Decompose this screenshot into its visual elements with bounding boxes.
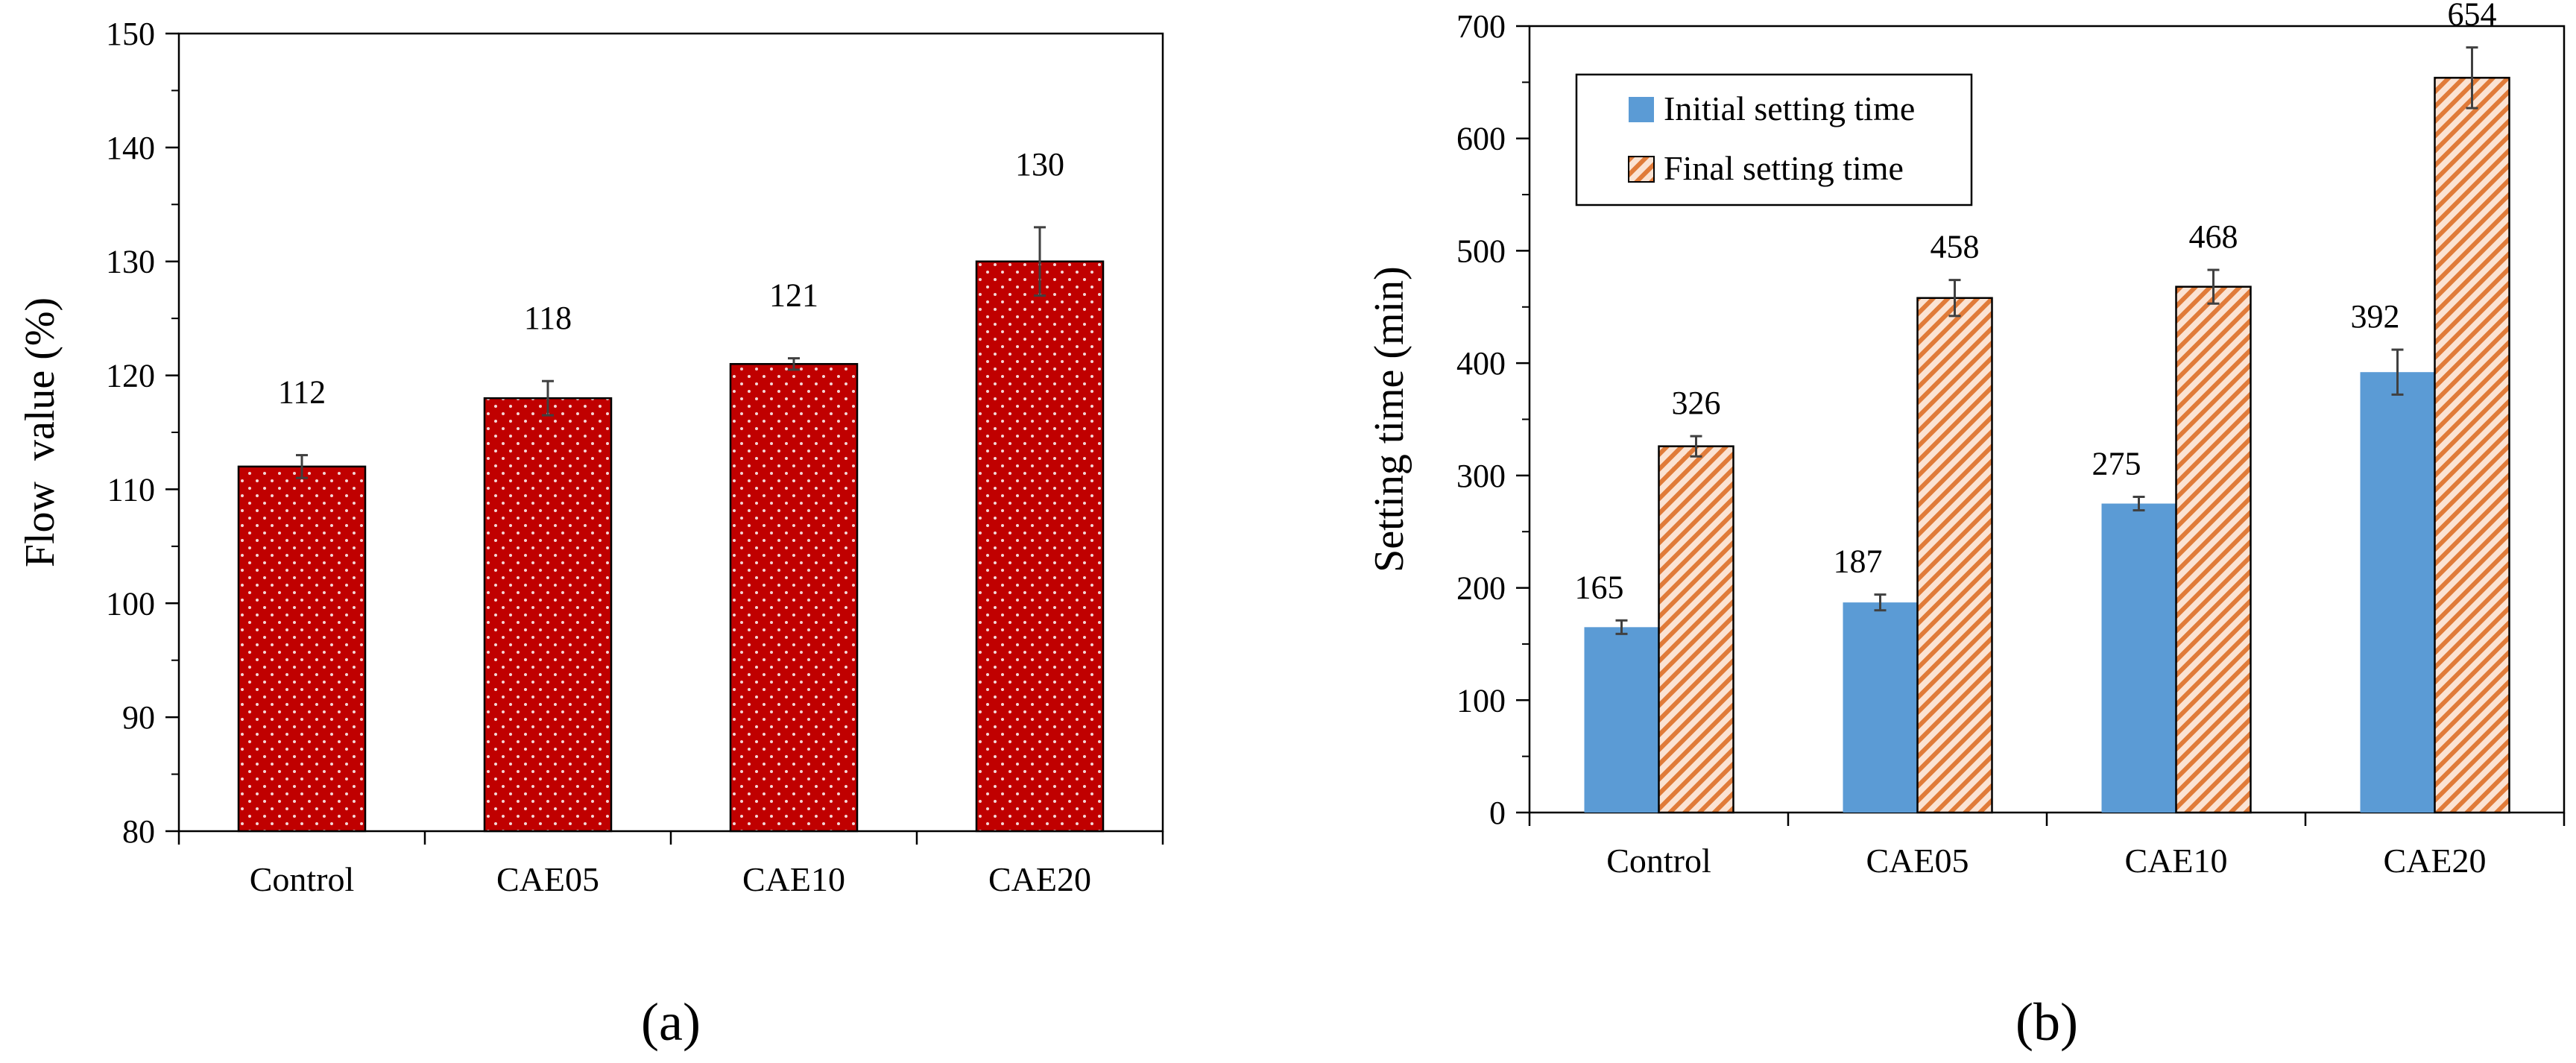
- category-label-b: CAE10: [2125, 842, 2228, 880]
- error-bar-a: [788, 357, 800, 371]
- legend-swatch-final: [1628, 156, 1655, 183]
- error-bar-a: [542, 379, 554, 417]
- y-tick-label-a: 110: [107, 471, 155, 508]
- y-tick-label-b: 500: [1456, 233, 1506, 269]
- category-label-a: CAE05: [496, 860, 599, 898]
- y-tick-label-b: 700: [1456, 8, 1506, 45]
- category-label-a: CAE20: [988, 860, 1091, 898]
- error-bar-initial: [1874, 593, 1887, 612]
- data-label-initial: 392: [2351, 298, 2400, 335]
- y-tick-label-a: 90: [122, 699, 155, 736]
- error-bar-final: [2466, 46, 2478, 110]
- y-tick-label-b: 600: [1456, 121, 1506, 157]
- y-tick-label-b: 400: [1456, 345, 1506, 382]
- error-bar-initial: [2391, 348, 2404, 396]
- data-label-a: 112: [278, 374, 326, 411]
- data-label-final: 326: [1672, 385, 1721, 421]
- y-tick-label-b: 200: [1456, 570, 1506, 607]
- data-label-final: 654: [2448, 0, 2497, 33]
- y-tick-label-b: 0: [1489, 795, 1506, 831]
- y-tick-label-a: 140: [106, 130, 155, 166]
- category-label-b: Control: [1606, 842, 1711, 880]
- y-tick-label-a: 80: [122, 813, 155, 850]
- bar-initial-setting-time: [1843, 602, 1918, 813]
- data-label-final: 468: [2189, 218, 2238, 255]
- panel-label-a: (a): [641, 992, 701, 1052]
- bar-initial-setting-time: [2101, 503, 2176, 813]
- y-tick-label-b: 300: [1456, 458, 1506, 494]
- error-bar-a: [1034, 226, 1046, 297]
- data-label-a: 121: [769, 277, 818, 314]
- y-axis-title-a: Flow value (%): [17, 297, 63, 567]
- error-bar-final: [1948, 279, 1961, 318]
- error-bar-a: [296, 454, 308, 479]
- legend-label-initial: Initial setting time: [1664, 89, 1915, 127]
- bar-final-setting-time: [2175, 286, 2252, 814]
- data-label-initial: 187: [1834, 543, 1883, 580]
- legend-box: [1575, 73, 1973, 206]
- error-bar-final: [1690, 435, 1702, 458]
- category-label-b: CAE05: [1866, 842, 1969, 880]
- data-label-a: 118: [524, 300, 572, 336]
- y-tick-label-a: 150: [106, 16, 155, 52]
- legend-label-final: Final setting time: [1664, 149, 1904, 187]
- y-tick-label-a: 100: [106, 585, 155, 622]
- y-tick-label-a: 130: [106, 244, 155, 280]
- category-label-a: Control: [250, 860, 355, 898]
- error-bar-initial: [2133, 495, 2145, 512]
- data-label-a: 130: [1015, 146, 1064, 183]
- bar-a: [237, 465, 367, 833]
- bar-final-setting-time: [1658, 445, 1734, 814]
- bar-final-setting-time: [2434, 77, 2510, 814]
- bar-a: [483, 397, 613, 833]
- legend-b: Initial setting time Final setting time: [1575, 73, 1973, 206]
- data-label-final: 458: [1931, 229, 1980, 265]
- bar-a: [729, 363, 859, 833]
- legend-swatch-initial: [1629, 97, 1654, 122]
- data-label-initial: 165: [1575, 569, 1624, 605]
- y-axis-title-b: Setting time (min): [1366, 266, 1412, 572]
- category-label-b: CAE20: [2384, 842, 2487, 880]
- error-bar-final: [2207, 268, 2220, 305]
- data-label-initial: 275: [2092, 445, 2141, 482]
- error-bar-initial: [1615, 619, 1628, 635]
- y-tick-label-b: 100: [1456, 682, 1506, 719]
- bar-a: [975, 260, 1105, 833]
- panel-label-b: (b): [2015, 992, 2078, 1052]
- y-tick-label-a: 120: [106, 358, 155, 394]
- bar-final-setting-time: [1916, 297, 1993, 814]
- bar-initial-setting-time: [2360, 372, 2435, 813]
- bar-initial-setting-time: [1584, 627, 1659, 813]
- category-label-a: CAE10: [742, 860, 845, 898]
